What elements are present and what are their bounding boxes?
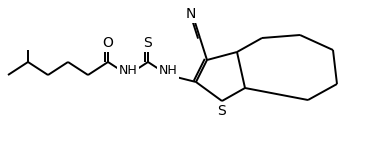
Text: O: O <box>102 36 113 50</box>
Text: S: S <box>218 104 226 118</box>
Text: N: N <box>186 7 196 21</box>
Text: S: S <box>144 36 152 50</box>
Text: NH: NH <box>119 64 137 77</box>
Text: NH: NH <box>159 64 177 77</box>
